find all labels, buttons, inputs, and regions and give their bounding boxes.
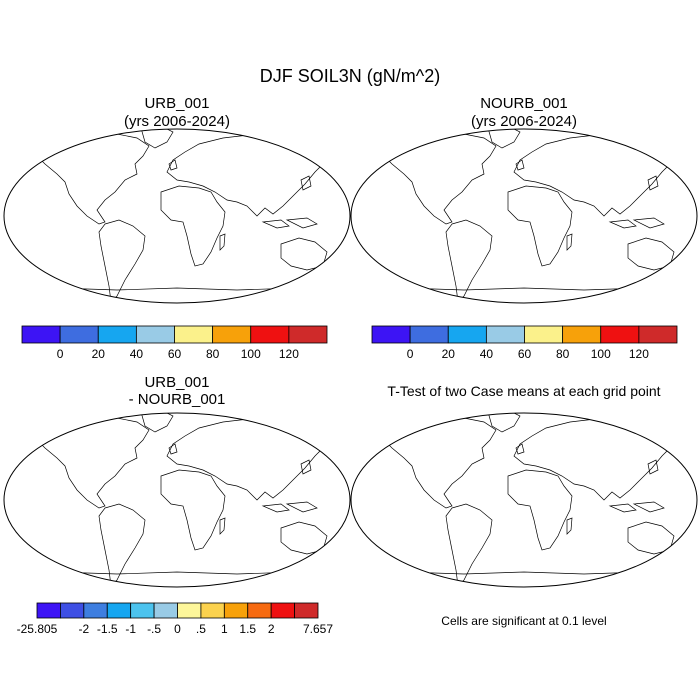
- colorbar-swatch: [485, 325, 525, 344]
- colorbar-swatch: [106, 602, 132, 619]
- globe-border-urb: [3, 128, 351, 304]
- colorbar-tick-label: 7.657: [303, 622, 333, 636]
- colorbar-swatch: [200, 602, 225, 619]
- colorbar-swatch: [135, 325, 175, 344]
- globe-border-diff: [3, 412, 351, 588]
- map-panel-nourb: NOURB_001(yrs 2006-2024): [350, 95, 698, 304]
- colorbar-swatch: [294, 602, 319, 619]
- colorbar-swatch: [59, 325, 99, 344]
- colorbar-tick-label: 40: [480, 347, 494, 361]
- colorbar-swatch: [177, 602, 202, 619]
- colorbar-tick-label: 100: [241, 347, 261, 361]
- colorbar-tick-label: -2: [78, 622, 89, 636]
- colorbar-tick-label: 80: [556, 347, 570, 361]
- colorbar-swatch: [371, 325, 411, 344]
- colorbar-tick-label: 1.5: [239, 622, 256, 636]
- colorbar-tick-label: 2: [268, 622, 275, 636]
- colorbar-swatch: [60, 602, 85, 619]
- colorbar-swatch: [247, 602, 272, 619]
- panel-title-ttest: T-Test of two Case means at each grid po…: [387, 383, 660, 399]
- colorbar-tick-label: 0: [174, 622, 181, 636]
- colorbar-tick-label: -25.805: [17, 622, 58, 636]
- ocean-urb: [4, 129, 350, 303]
- colorbar-tick-label: 0: [407, 347, 414, 361]
- colorbar-swatch: [36, 602, 61, 619]
- map-panel-diff: URB_001- NOURB_001: [3, 374, 351, 588]
- panel-subtitle-urb: (yrs 2006-2024): [124, 113, 230, 130]
- colorbar-tick-label: 100: [591, 347, 611, 361]
- colorbar-tick-label: 120: [279, 347, 299, 361]
- colorbar-tick-label: 40: [130, 347, 144, 361]
- colorbar-tick-label: 60: [518, 347, 532, 361]
- figure-title: DJF SOIL3N (gN/m^2): [260, 66, 440, 86]
- colorbar-swatch: [250, 325, 290, 344]
- colorbar-swatch: [270, 602, 295, 619]
- colorbar-tick-label: 0: [57, 347, 64, 361]
- colorbar-swatch: [130, 602, 155, 619]
- colorbar-tick-label: .5: [196, 622, 206, 636]
- colorbar-swatch: [212, 325, 252, 344]
- panel-subtitle-diff: - NOURB_001: [129, 391, 226, 408]
- ocean-diff: [4, 413, 350, 587]
- colorbar-tick-label: 60: [168, 347, 182, 361]
- field-colorbar-0: 0 20 40 60 80 100 120: [21, 325, 328, 361]
- colorbar-swatch: [447, 325, 487, 344]
- colorbar-tick-label: 20: [92, 347, 106, 361]
- colorbar-tick-label: -1: [125, 622, 136, 636]
- ocean-ttest: [351, 413, 697, 587]
- panel-subtitle-nourb: (yrs 2006-2024): [471, 113, 577, 130]
- globe-border-nourb: [350, 128, 698, 304]
- colorbar-tick-label: 120: [629, 347, 649, 361]
- colorbar-tick-label: 80: [206, 347, 220, 361]
- colorbar-swatch: [562, 325, 602, 344]
- colorbar-swatch: [600, 325, 640, 344]
- colorbar-swatch: [174, 325, 214, 344]
- ocean-nourb: [351, 129, 697, 303]
- significance-note: Cells are significant at 0.1 level: [441, 614, 606, 628]
- colorbar-swatch: [223, 602, 249, 619]
- map-panel-ttest: T-Test of two Case means at each grid po…: [350, 383, 698, 588]
- map-panel-urb: URB_001(yrs 2006-2024): [3, 95, 351, 304]
- colorbar-tick-label: 1: [221, 622, 228, 636]
- colorbar-swatch: [83, 602, 108, 619]
- colorbar-swatch: [21, 325, 61, 344]
- colorbar-swatch: [409, 325, 449, 344]
- field-colorbar-1: 0 20 40 60 80 100 120: [371, 325, 678, 361]
- colorbar-tick-label: -.5: [147, 622, 161, 636]
- panel-title-nourb: NOURB_001: [480, 95, 568, 112]
- colorbar-swatch: [153, 602, 178, 619]
- diff-colorbar-2: -25.805 -2 -1.5 -1 -.5 0 .5 1 1.5 2 7.657: [17, 602, 333, 636]
- colorbar-tick-label: -1.5: [97, 622, 118, 636]
- colorbar-swatch: [97, 325, 137, 344]
- colorbar-swatch: [638, 325, 678, 344]
- colorbar-swatch: [288, 325, 328, 344]
- globe-border-ttest: [350, 412, 698, 588]
- panel-title-diff: URB_001: [144, 374, 209, 391]
- colorbar-tick-label: 20: [442, 347, 456, 361]
- panel-title-urb: URB_001: [144, 95, 209, 112]
- colorbar-swatch: [524, 325, 564, 344]
